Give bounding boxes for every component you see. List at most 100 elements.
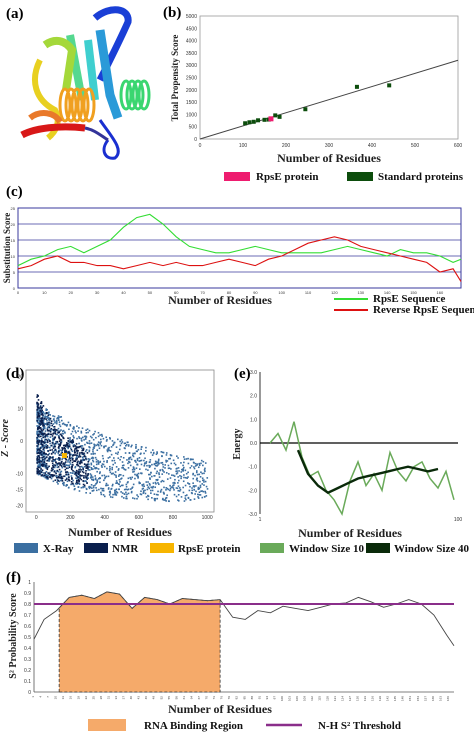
xray-point	[125, 485, 128, 488]
y-tick-label: 15	[11, 238, 16, 243]
xray-point	[78, 455, 81, 457]
legend-label-rpse-d: RpsE protein	[178, 543, 240, 555]
nmr-point	[40, 401, 43, 403]
xray-point	[55, 441, 57, 443]
nmr-point	[40, 474, 43, 477]
xray-point	[199, 476, 202, 478]
xray-point	[109, 496, 112, 498]
xray-point	[175, 470, 177, 473]
xray-point	[44, 440, 46, 442]
x-tick-label: 88	[250, 696, 254, 700]
xray-point	[165, 459, 167, 462]
xray-point	[94, 477, 97, 480]
xray-point	[116, 481, 118, 484]
xray-point	[134, 459, 136, 462]
xray-point	[43, 426, 46, 428]
nmr-point	[65, 458, 67, 461]
xray-point	[116, 491, 119, 494]
xray-point	[133, 470, 135, 473]
xray-point	[174, 463, 177, 466]
nmr-point	[87, 466, 89, 468]
nmr-point	[72, 469, 74, 472]
y-tick-label: 10	[11, 254, 16, 259]
nmr-point	[41, 474, 44, 476]
xray-point	[139, 493, 142, 495]
xray-point	[115, 446, 118, 448]
xray-point	[48, 413, 50, 416]
nmr-point	[48, 426, 51, 429]
xray-point	[67, 467, 69, 470]
xray-point	[147, 486, 150, 489]
x-tick-label: 166	[446, 696, 450, 701]
xray-point	[109, 438, 111, 440]
xray-point	[164, 467, 166, 469]
xray-point	[43, 465, 45, 467]
xray-point	[131, 486, 134, 489]
xray-point	[71, 472, 74, 474]
xray-point	[159, 491, 162, 493]
xray-point	[97, 462, 100, 464]
xray-point	[88, 440, 91, 442]
xray-point	[203, 469, 206, 471]
xray-point	[103, 460, 105, 463]
xray-point	[47, 418, 50, 421]
xray-point	[133, 468, 136, 471]
xray-point	[144, 492, 147, 495]
xray-point	[56, 481, 58, 484]
xray-point	[195, 470, 198, 472]
xray-point	[123, 488, 126, 491]
xray-point	[88, 450, 91, 453]
xray-point	[204, 462, 207, 464]
nmr-point	[82, 448, 85, 450]
x-tick-label: 61	[182, 696, 186, 700]
xray-point	[94, 478, 97, 481]
xray-point	[187, 497, 190, 499]
xray-point	[63, 484, 65, 487]
ribbon-orange-loop	[28, 110, 63, 124]
xray-point	[196, 480, 199, 482]
nmr-point	[73, 450, 76, 452]
xray-point	[179, 487, 181, 489]
nmr-point	[77, 476, 79, 479]
xray-point	[46, 408, 48, 411]
xray-point	[158, 473, 160, 476]
nmr-point	[51, 462, 54, 465]
xray-point	[126, 493, 128, 496]
xray-point	[53, 466, 56, 469]
xray-point	[139, 459, 142, 462]
xray-point	[46, 422, 49, 424]
xray-point	[100, 438, 102, 441]
xray-point	[69, 472, 72, 474]
xray-point	[60, 476, 62, 478]
nmr-point	[40, 407, 43, 410]
xray-point	[102, 494, 105, 496]
xray-point	[132, 497, 134, 499]
xray-point	[125, 444, 127, 447]
xray-point	[177, 485, 180, 487]
xray-point	[70, 453, 72, 456]
nmr-point	[78, 454, 81, 456]
xray-point	[198, 464, 201, 467]
xray-point	[136, 457, 139, 460]
xray-point	[137, 472, 140, 475]
xray-point	[169, 454, 172, 456]
nmr-point	[54, 449, 57, 451]
xray-point	[97, 435, 100, 438]
xray-point	[156, 452, 159, 454]
xray-point	[169, 457, 171, 460]
xray-point	[59, 471, 62, 474]
nmr-point	[83, 455, 86, 457]
xray-point	[42, 421, 45, 424]
xray-point	[189, 467, 192, 469]
xray-point	[57, 470, 60, 473]
xray-point	[59, 425, 62, 428]
nmr-point	[78, 456, 80, 458]
xray-point	[39, 431, 41, 434]
xray-point	[59, 449, 61, 452]
xray-point	[81, 445, 84, 447]
xray-point	[191, 489, 193, 492]
nmr-point	[75, 459, 77, 461]
xray-point	[183, 500, 186, 502]
nmr-point	[37, 468, 39, 471]
nmr-point	[40, 452, 42, 454]
